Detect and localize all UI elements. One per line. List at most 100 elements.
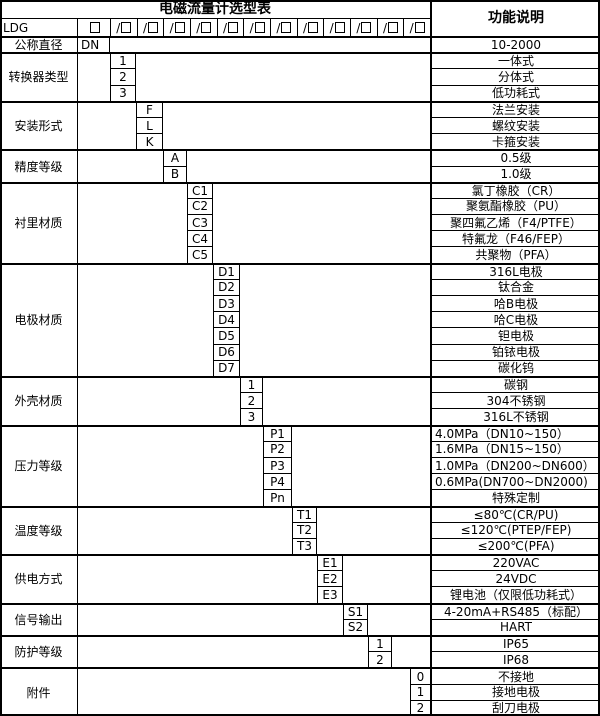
filler-cell xyxy=(77,181,187,263)
filler-cell xyxy=(163,100,430,150)
option-code-cell: 1 xyxy=(368,635,392,652)
filler-cell xyxy=(317,505,430,555)
option-desc-cell: IP68 xyxy=(430,651,600,668)
model-prefix: LDG xyxy=(0,18,77,36)
option-code-cell: D1 xyxy=(213,262,240,279)
model-slot-cell: / xyxy=(243,19,270,36)
option-desc-cell: 刮刀电极 xyxy=(430,699,600,716)
option-desc-cell: ≤80℃(CR/PU) xyxy=(430,505,600,522)
option-code-cell: B xyxy=(163,165,187,182)
option-desc-cell: 哈B电极 xyxy=(430,295,600,312)
blank-box-icon xyxy=(388,22,399,33)
model-slot-cell: / xyxy=(163,19,190,36)
option-desc-cell: 氯丁橡胶（CR） xyxy=(430,181,600,198)
option-code-cell: 1 xyxy=(410,683,430,700)
section-label: 安装形式 xyxy=(0,100,77,150)
option-desc-cell: 一体式 xyxy=(430,52,600,69)
slot-separator: / xyxy=(276,20,281,35)
section-label: 温度等级 xyxy=(0,505,77,555)
filler-cell xyxy=(77,635,368,668)
blank-box-icon xyxy=(281,22,292,33)
model-slot-cell: / xyxy=(296,19,324,36)
blank-box-icon xyxy=(334,22,345,33)
option-code-cell: 2 xyxy=(240,392,263,409)
option-code-cell: 2 xyxy=(410,699,430,716)
filler-cell xyxy=(77,602,343,636)
option-code-cell: P4 xyxy=(263,473,292,490)
option-code-cell: S1 xyxy=(343,602,368,619)
option-code-cell: P3 xyxy=(263,456,292,474)
option-code-cell: C3 xyxy=(187,214,213,231)
option-desc-cell: 4.0MPa（DN10~150） xyxy=(430,424,600,441)
model-slot-cell: / xyxy=(270,19,297,36)
option-desc-cell: 螺纹安装 xyxy=(430,116,600,134)
slot-separator: / xyxy=(329,20,334,35)
section-label: 公称直径 xyxy=(0,36,77,52)
blank-box-icon xyxy=(89,22,100,33)
model-slot-cell: / xyxy=(376,19,404,36)
blank-box-icon xyxy=(361,22,372,33)
slot-separator: / xyxy=(249,20,254,35)
option-code-cell: D3 xyxy=(213,295,240,312)
option-code-cell: C4 xyxy=(187,230,213,247)
section-label: 供电方式 xyxy=(0,554,77,603)
option-desc-cell: 碳化钨 xyxy=(430,359,600,376)
option-desc-cell: 10-2000 xyxy=(430,36,600,53)
option-desc-cell: 铂铱电极 xyxy=(430,343,600,360)
option-code-cell: 3 xyxy=(240,408,263,425)
option-code-cell: 2 xyxy=(368,651,392,668)
option-code-cell: T3 xyxy=(292,537,317,555)
blank-box-icon xyxy=(121,22,132,33)
option-code-cell: D4 xyxy=(213,311,240,328)
filler-cell xyxy=(77,554,317,603)
filler-cell xyxy=(77,375,240,425)
option-code-cell: E2 xyxy=(317,570,343,587)
section-label: 外壳材质 xyxy=(0,375,77,425)
option-desc-cell: 特氟龙（F46/FEP） xyxy=(430,230,600,247)
option-code-cell: 2 xyxy=(110,68,136,85)
filler-cell xyxy=(77,262,213,376)
option-code-cell: D2 xyxy=(213,278,240,296)
option-desc-cell: 分体式 xyxy=(430,68,600,85)
option-code-cell: F xyxy=(136,100,163,117)
section-label: 衬里材质 xyxy=(0,181,77,263)
option-desc-cell: 钽电极 xyxy=(430,327,600,344)
model-slot-cell: / xyxy=(111,19,137,36)
filler-cell xyxy=(136,52,430,101)
filler-cell xyxy=(110,36,430,52)
blank-box-icon xyxy=(148,22,158,33)
slot-separator: / xyxy=(383,20,388,35)
filler-cell xyxy=(187,149,430,181)
blank-box-icon xyxy=(201,22,212,33)
option-desc-cell: 0.6MPa(DN700~DN2000) xyxy=(430,473,600,490)
slot-separator: / xyxy=(116,20,121,35)
option-code-cell: T2 xyxy=(292,521,317,538)
option-desc-cell: IP65 xyxy=(430,635,600,652)
option-desc-cell: ≤200℃(PFA) xyxy=(430,537,600,555)
option-desc-cell: 24VDC xyxy=(430,570,600,587)
option-desc-cell: 220VAC xyxy=(430,554,600,571)
model-blank-box-cell xyxy=(77,18,110,36)
option-desc-cell: 1.6MPa（DN15~150） xyxy=(430,440,600,457)
option-desc-cell: 1.0MPa（DN200~DN600） xyxy=(430,456,600,474)
option-desc-cell: 接地电极 xyxy=(430,683,600,700)
option-desc-cell: 碳钢 xyxy=(430,375,600,393)
filler-cell xyxy=(77,424,263,506)
option-code-cell: C5 xyxy=(187,246,213,263)
option-desc-cell: 共聚物（PFA） xyxy=(430,246,600,263)
filler-cell xyxy=(77,149,163,182)
option-desc-cell: 316L不锈钢 xyxy=(430,408,600,425)
section-label: 转换器类型 xyxy=(0,52,77,101)
option-code-cell: 0 xyxy=(410,667,430,684)
model-slot-cell: / xyxy=(350,19,377,36)
section-label: 电极材质 xyxy=(0,262,77,376)
option-code-cell: S2 xyxy=(343,618,368,636)
option-code-cell: 1 xyxy=(240,375,263,393)
option-code-cell: D6 xyxy=(213,343,240,360)
option-code-cell: L xyxy=(136,116,163,134)
option-code-cell: DN xyxy=(77,36,110,53)
option-desc-cell: 哈C电极 xyxy=(430,311,600,328)
page-title: 电磁流量计选型表 xyxy=(159,1,271,17)
option-code-cell: A xyxy=(163,149,187,166)
